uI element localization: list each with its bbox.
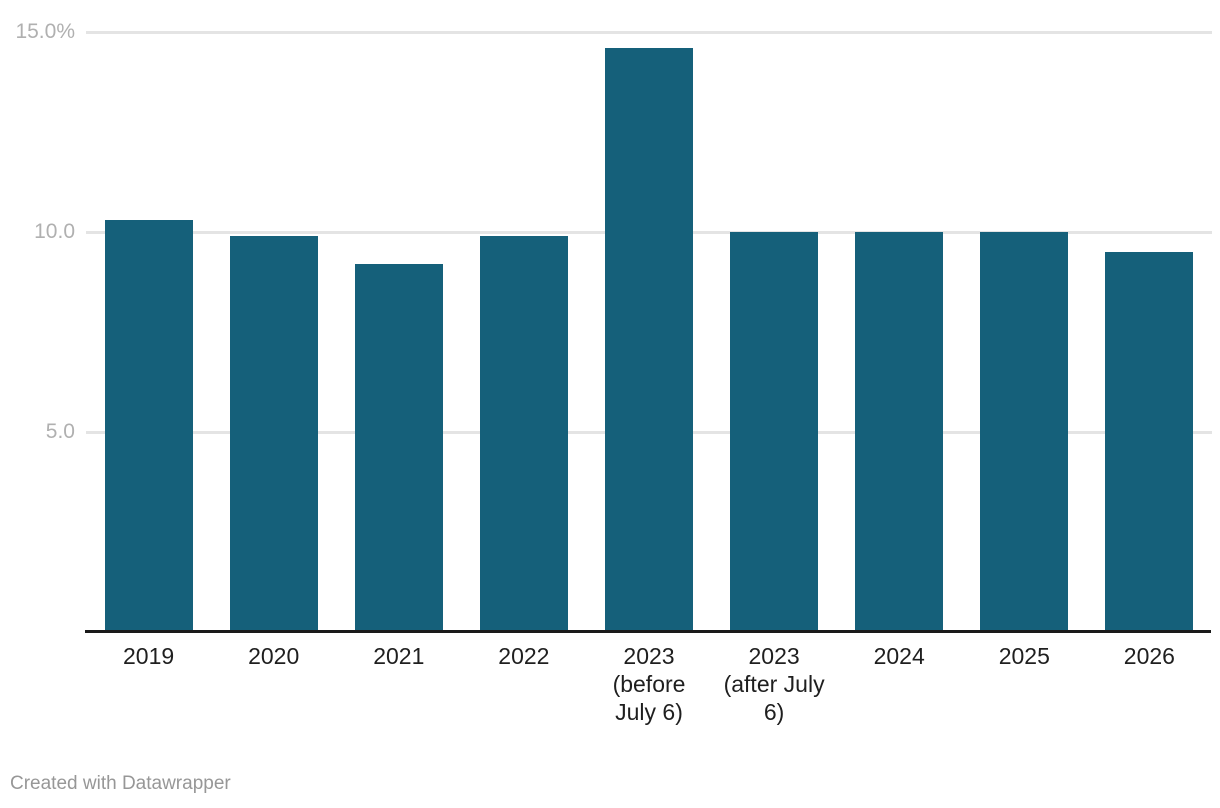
x-axis-category-label-line: (before bbox=[612, 671, 686, 697]
x-axis-category-label-line: 2024 bbox=[873, 643, 925, 669]
bar-2022[interactable] bbox=[479, 236, 568, 632]
x-axis-category-label-line: 2023 bbox=[748, 643, 800, 669]
y-axis-tick-label: 15.0% bbox=[15, 20, 75, 43]
y-axis-tick-label: 10.0 bbox=[34, 220, 75, 243]
x-axis-category-label-line: (after July bbox=[723, 671, 825, 697]
x-axis-category-label: 2023 (before July 6) bbox=[574, 642, 724, 726]
x-axis-category-label-line: 2020 bbox=[248, 643, 300, 669]
bar-2023-after-july-6-[interactable] bbox=[730, 232, 819, 632]
x-axis-category-label: 2022 bbox=[449, 642, 599, 670]
bar-2024[interactable] bbox=[855, 232, 944, 632]
x-axis-category-label-line: 2019 bbox=[123, 643, 175, 669]
x-axis-category-label-line: 2023 bbox=[623, 643, 675, 669]
x-axis-category-label: 2024 bbox=[824, 642, 974, 670]
x-axis-category-label: 2023 (after July 6) bbox=[699, 642, 849, 726]
bar-2025[interactable] bbox=[980, 232, 1069, 632]
bar-2023-before-july-6-[interactable] bbox=[605, 48, 693, 632]
x-axis-line bbox=[85, 630, 1211, 633]
x-axis-category-label: 2025 bbox=[949, 642, 1099, 670]
bar-2026[interactable] bbox=[1105, 252, 1194, 632]
x-axis-category-label-line: 6) bbox=[763, 699, 785, 725]
x-axis-category-label: 2020 bbox=[199, 642, 349, 670]
bar-2021[interactable] bbox=[354, 264, 443, 632]
datawrapper-credit-link[interactable]: Created with Datawrapper bbox=[10, 773, 231, 794]
x-axis-category-label-line: 2025 bbox=[998, 643, 1050, 669]
x-axis-category-label: 2019 bbox=[74, 642, 224, 670]
x-axis-category-label-line: 2021 bbox=[373, 643, 425, 669]
bar-2019[interactable] bbox=[104, 220, 193, 632]
x-axis-category-label: 2026 bbox=[1074, 642, 1220, 670]
x-axis-category-label-line: 2022 bbox=[498, 643, 550, 669]
x-axis-category-label-line: 2026 bbox=[1123, 643, 1175, 669]
x-axis-category-label: 2021 bbox=[324, 642, 474, 670]
y-gridline-15 bbox=[86, 31, 1212, 34]
y-axis-tick-label: 5.0 bbox=[45, 420, 75, 443]
x-axis-category-label-line: July 6) bbox=[615, 699, 683, 725]
bar-2020[interactable] bbox=[229, 236, 318, 632]
